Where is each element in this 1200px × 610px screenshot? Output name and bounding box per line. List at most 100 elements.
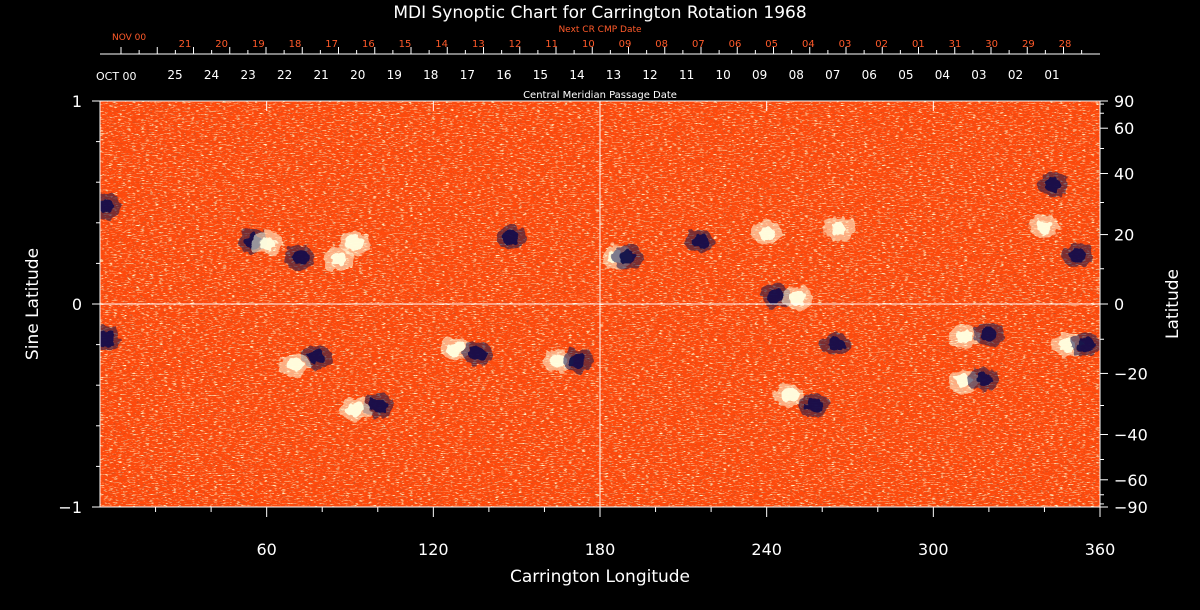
- cmp-date-label: 18: [423, 68, 438, 82]
- next-cmp-date-label: 02: [875, 39, 888, 50]
- next-cmp-date-label: 13: [472, 39, 485, 50]
- negative-flux-core: [827, 337, 845, 352]
- negative-flux-core: [308, 349, 325, 364]
- cmp-date-label: 03: [971, 68, 986, 82]
- negative-flux-core: [766, 288, 784, 303]
- y-right-tick-label: −40: [1114, 425, 1148, 444]
- cmp-month: OCT 00: [96, 70, 137, 83]
- cmp-date-label: 09: [752, 68, 767, 82]
- next-cmp-date-label: 30: [985, 39, 998, 50]
- next-cmp-date-label: 11: [545, 39, 558, 50]
- cmp-date-label: 16: [496, 68, 511, 82]
- next-cmp-date-label: 19: [252, 39, 265, 50]
- next-cmp-date-label: 15: [399, 39, 412, 50]
- positive-flux-core: [1036, 219, 1053, 234]
- x-tick-label: 300: [918, 540, 949, 559]
- negative-flux-core: [619, 250, 637, 265]
- x-tick-label: 180: [585, 540, 616, 559]
- x-tick-label: 120: [418, 540, 449, 559]
- y-right-tick-label: −20: [1114, 364, 1148, 383]
- cmp-date-label: 23: [240, 68, 255, 82]
- negative-flux-core: [569, 353, 587, 368]
- y-left-tick-label: 1: [72, 92, 82, 111]
- next-cmp-date-label: 10: [582, 39, 595, 50]
- positive-flux-core: [286, 357, 303, 373]
- next-cmp-date-label: 07: [692, 39, 705, 50]
- y-right-tick-label: −90: [1114, 498, 1148, 517]
- positive-flux-core: [955, 374, 973, 389]
- cmp-date-label: 15: [533, 68, 548, 82]
- top-axes: Next CR CMP Date NOV 00 OCT 00 Central M…: [96, 25, 1100, 101]
- x-axis-label: Carrington Longitude: [510, 567, 690, 587]
- y-axis-label-right: Latitude: [1163, 269, 1183, 339]
- positive-flux-core: [330, 252, 348, 267]
- positive-flux-core: [347, 235, 364, 251]
- cmp-date-label: 05: [898, 68, 913, 82]
- y-right-tick-label: 40: [1114, 165, 1134, 184]
- next-cmp-date-label: 31: [949, 39, 962, 50]
- cmp-date-label: 06: [862, 68, 877, 82]
- negative-flux-core: [369, 398, 387, 413]
- next-cmp-date-label: 12: [509, 39, 522, 50]
- next-cmp-date-label: 20: [215, 39, 228, 50]
- next-cmp-date-label: 09: [619, 39, 632, 50]
- negative-flux-core: [1044, 177, 1062, 192]
- next-cmp-date-label: 18: [289, 39, 302, 50]
- active-regions: [100, 172, 1100, 422]
- negative-flux-core: [469, 347, 487, 362]
- next-cmp-date-label: 29: [1022, 39, 1035, 50]
- next-cmp-date-label: 08: [655, 39, 668, 50]
- next-cmp-axis-label: Next CR CMP Date: [558, 25, 642, 35]
- cmp-date-label: 02: [1008, 68, 1023, 82]
- positive-flux-core: [258, 235, 275, 251]
- next-cmp-month: NOV 00: [112, 33, 146, 43]
- cmp-date-label: 12: [642, 68, 657, 82]
- negative-flux-core: [1069, 248, 1087, 263]
- cmp-axis-label: Central Meridian Passage Date: [523, 90, 677, 101]
- cmp-date-label: 22: [277, 68, 292, 82]
- negative-flux-core: [691, 233, 709, 249]
- next-cmp-date-label: 28: [1059, 39, 1072, 50]
- positive-flux-core: [758, 225, 776, 241]
- cmp-date-label: 25: [167, 68, 182, 82]
- next-cmp-date-label: 17: [325, 39, 338, 50]
- cmp-date-label: 20: [350, 68, 365, 82]
- negative-flux-core: [100, 199, 114, 214]
- negative-flux-core: [291, 250, 309, 265]
- y-axis-label-left: Sine Latitude: [23, 248, 43, 360]
- y-left-tick-label: 0: [72, 295, 82, 314]
- positive-flux-core: [1058, 337, 1075, 352]
- positive-flux-core: [550, 353, 567, 368]
- y-right-tick-label: 20: [1114, 226, 1134, 245]
- axis-ticks: 60 120 180 240 300 360 1 0 −1 90 60 40 20 0 −20 −40 −60 −…: [58, 92, 1147, 559]
- positive-flux-core: [347, 402, 364, 417]
- cmp-date-label: 07: [825, 68, 840, 82]
- negative-flux-core: [975, 372, 992, 387]
- y-right-tick-label: 0: [1114, 295, 1124, 314]
- next-cmp-date-label: 06: [729, 39, 742, 50]
- negative-flux-core: [980, 327, 998, 342]
- y-right-tick-label: 90: [1114, 92, 1134, 111]
- next-cmp-date-label: 03: [839, 39, 852, 50]
- cmp-date-label: 19: [387, 68, 402, 82]
- next-cmp-date-label: 01: [912, 39, 925, 50]
- cmp-date-label: 17: [460, 68, 475, 82]
- cmp-date-label: 14: [569, 68, 584, 82]
- next-cmp-date-label: 21: [179, 39, 192, 50]
- cmp-date-label: 10: [715, 68, 730, 82]
- cmp-date-label: 13: [606, 68, 621, 82]
- negative-flux-core: [100, 331, 114, 346]
- y-right-tick-label: 60: [1114, 119, 1134, 138]
- y-right-tick-label: −60: [1114, 471, 1148, 490]
- y-left-tick-label: −1: [58, 498, 82, 517]
- negative-flux-core: [805, 398, 823, 413]
- negative-flux-core: [502, 229, 520, 245]
- next-cmp-date-label: 16: [362, 39, 375, 50]
- chart-title: MDI Synoptic Chart for Carrington Rotati…: [393, 3, 806, 23]
- positive-flux-core: [447, 341, 464, 356]
- positive-flux-core: [788, 290, 806, 306]
- positive-flux-core: [955, 329, 973, 344]
- negative-flux-core: [1077, 337, 1095, 352]
- cmp-date-label: 01: [1044, 68, 1059, 82]
